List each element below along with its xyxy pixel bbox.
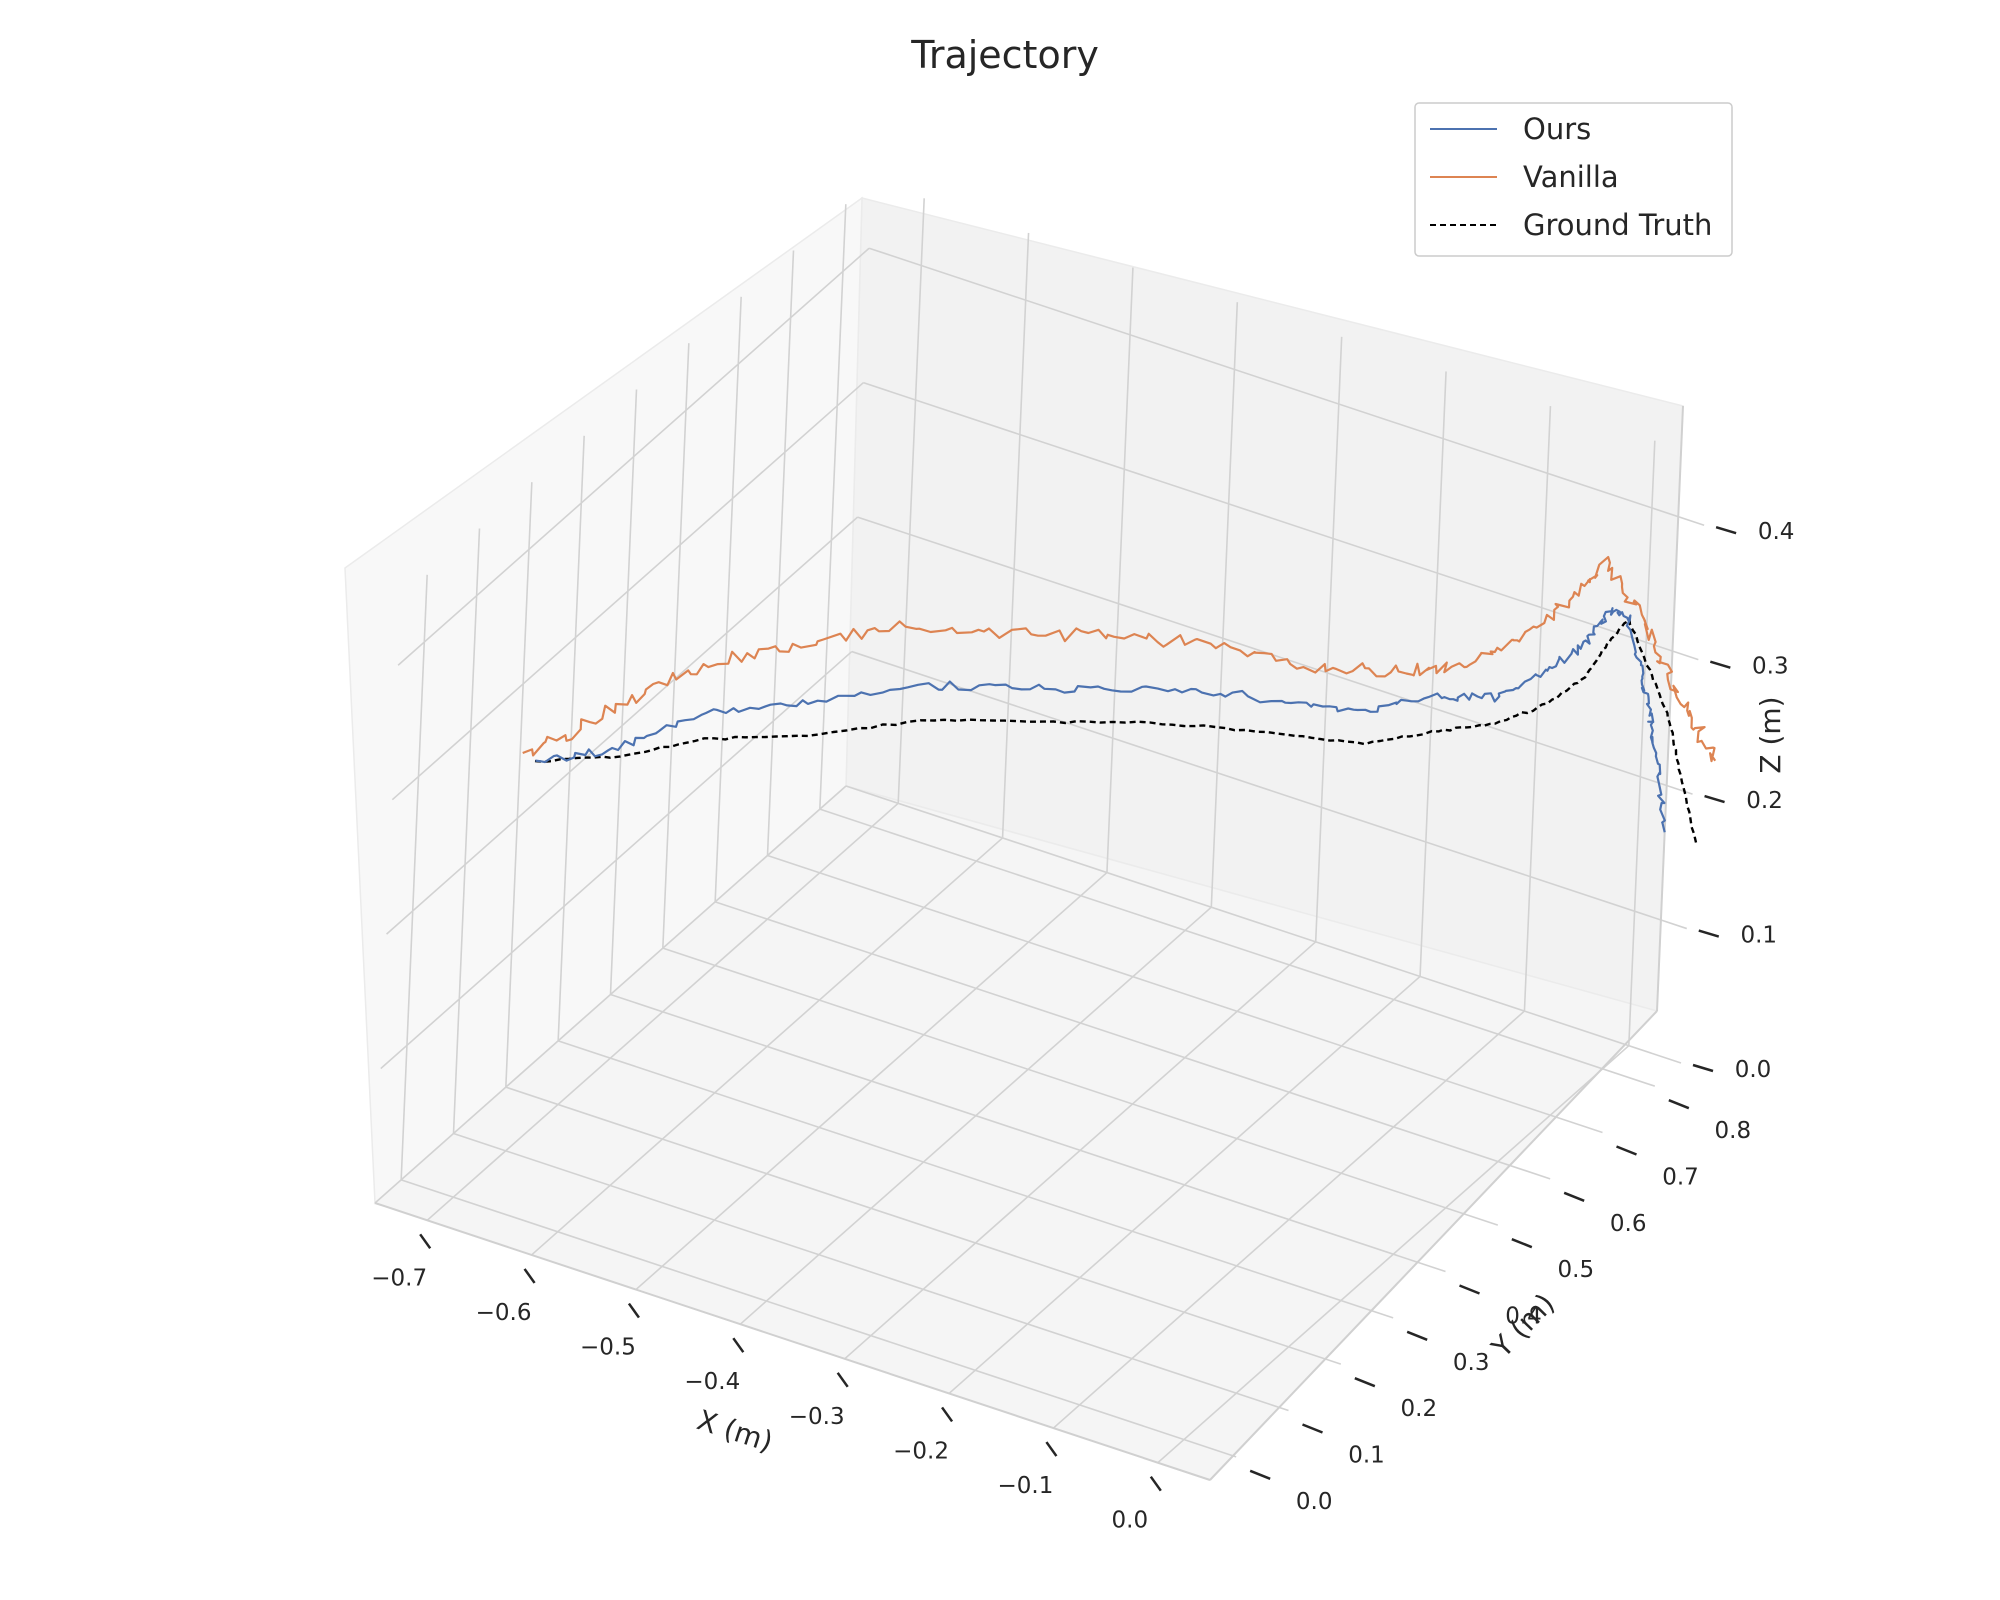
grid-back-x-5 xyxy=(1419,371,1447,977)
grid-floor-y-8 xyxy=(819,808,1656,1087)
grid-floor-y-0 xyxy=(400,1179,1237,1458)
grid-floor-y-6 xyxy=(714,901,1551,1180)
grid-floor-y-2 xyxy=(505,1086,1342,1365)
grid-back-z-3 xyxy=(863,381,1699,661)
y-tick-label-3: 0.3 xyxy=(1453,1350,1490,1376)
legend-label-ground-truth: Ground Truth xyxy=(1523,208,1712,242)
grid-back-z-0 xyxy=(845,785,1682,1064)
grid-back-x-0 xyxy=(897,198,925,804)
y-tick-1 xyxy=(1302,1423,1323,1434)
y-tick-label-1: 0.1 xyxy=(1348,1443,1385,1469)
grid-floor-y-1 xyxy=(453,1132,1289,1412)
grid-back-x-2 xyxy=(1106,267,1134,873)
series-line-ground-truth xyxy=(534,618,1698,843)
y-tick-4 xyxy=(1459,1284,1480,1295)
series-line-ours xyxy=(535,607,1666,833)
x-tick-label-0: −0.7 xyxy=(371,1265,427,1291)
y-tick-label-7: 0.7 xyxy=(1662,1165,1699,1191)
x-tick-label-6: −0.1 xyxy=(998,1473,1054,1499)
y-tick-8 xyxy=(1668,1099,1690,1110)
grid-side-y-5 xyxy=(662,343,690,949)
x-tick-label-7: 0.0 xyxy=(1112,1508,1149,1534)
legend-box xyxy=(1414,102,1733,257)
x-tick-1 xyxy=(523,1268,536,1284)
z-tick-0 xyxy=(1692,1063,1714,1073)
x-tick-label-3: −0.4 xyxy=(684,1369,740,1395)
y-tick-label-8: 0.8 xyxy=(1715,1118,1752,1144)
z-tick-2 xyxy=(1704,794,1725,804)
x-tick-label-2: −0.5 xyxy=(580,1335,636,1361)
grid-back-x-1 xyxy=(1001,232,1030,838)
y-tick-label-0: 0.0 xyxy=(1296,1489,1333,1515)
y-tick-label-4: 0.4 xyxy=(1505,1304,1542,1330)
z-tick-4 xyxy=(1715,526,1737,535)
grid-side-y-7 xyxy=(766,250,795,856)
grid-side-y-0 xyxy=(400,574,428,1180)
grid-side-y-4 xyxy=(609,389,638,995)
grid-floor-y-5 xyxy=(662,947,1499,1226)
x-tick-7 xyxy=(1149,1475,1162,1492)
x-tick-label-4: −0.3 xyxy=(789,1404,845,1430)
y-tick-0 xyxy=(1249,1469,1271,1480)
series-layer xyxy=(522,555,1717,843)
x-tick-3 xyxy=(732,1337,745,1353)
z-tick-1 xyxy=(1698,929,1720,938)
grid-side-y-6 xyxy=(714,296,742,902)
z-tick-label-1: 0.1 xyxy=(1740,923,1777,949)
x-tick-0 xyxy=(419,1233,432,1250)
y-tick-6 xyxy=(1563,1191,1585,1202)
y-tick-label-6: 0.6 xyxy=(1610,1211,1647,1237)
axis-edges xyxy=(374,405,1684,1481)
legend-label-ours: Ours xyxy=(1523,112,1591,146)
y-tick-label-5: 0.5 xyxy=(1558,1257,1595,1283)
y-tick-3 xyxy=(1406,1330,1428,1341)
z-tick-3 xyxy=(1709,660,1731,669)
grid-back-x-7 xyxy=(1628,440,1656,1046)
legend-label-vanilla: Vanilla xyxy=(1523,160,1619,194)
grid-back-x-4 xyxy=(1314,336,1343,942)
ticks: −0.7 −0.6 −0.5 −0.4 −0.3 −0.2 −0.1 0.0 0.0 0.1 0.2… xyxy=(371,519,1794,1533)
grid-side-z-3 xyxy=(391,382,864,801)
chart-title: Trajectory xyxy=(910,33,1099,77)
grid-side-y-8 xyxy=(819,204,847,810)
grid-back-x-6 xyxy=(1523,406,1552,1012)
grid-back-z-2 xyxy=(857,516,1693,795)
y-tick-7 xyxy=(1616,1145,1637,1156)
x-tick-4 xyxy=(836,1372,849,1388)
x-tick-5 xyxy=(941,1406,954,1423)
y-axis-label: Y (m) xyxy=(1485,1287,1562,1365)
grid-back-x-3 xyxy=(1210,302,1239,908)
series-line-vanilla xyxy=(522,555,1717,763)
x-tick-label-1: −0.6 xyxy=(476,1300,532,1326)
y-tick-5 xyxy=(1511,1238,1533,1249)
z-axis-label: Z (m) xyxy=(1754,696,1787,773)
grid-back-z-1 xyxy=(851,650,1688,930)
y-tick-label-2: 0.2 xyxy=(1401,1396,1438,1422)
grid-side-y-2 xyxy=(505,482,533,1088)
gridlines xyxy=(374,198,1705,1464)
grid-side-z-2 xyxy=(386,516,859,935)
grid-side-z-1 xyxy=(380,650,853,1070)
grid-floor-y-3 xyxy=(557,1040,1394,1319)
grid-floor-y-7 xyxy=(767,854,1603,1134)
z-tick-label-0: 0.0 xyxy=(1735,1057,1772,1083)
z-tick-label-3: 0.3 xyxy=(1752,654,1789,680)
z-tick-label-2: 0.2 xyxy=(1746,788,1783,814)
z-tick-label-4: 0.4 xyxy=(1758,519,1795,545)
grid-side-z-4 xyxy=(397,247,870,666)
grid-side-y-1 xyxy=(452,528,481,1134)
y-tick-2 xyxy=(1354,1377,1376,1388)
x-tick-6 xyxy=(1045,1441,1058,1457)
grid-back-z-4 xyxy=(868,247,1705,526)
legend: Ours Vanilla Ground Truth xyxy=(1414,102,1733,257)
x-tick-2 xyxy=(627,1302,640,1319)
grid-side-z-0 xyxy=(374,785,847,1204)
grid-floor-y-4 xyxy=(610,993,1446,1273)
x-tick-label-5: −0.2 xyxy=(893,1438,949,1464)
x-axis-label: X (m) xyxy=(693,1403,777,1458)
